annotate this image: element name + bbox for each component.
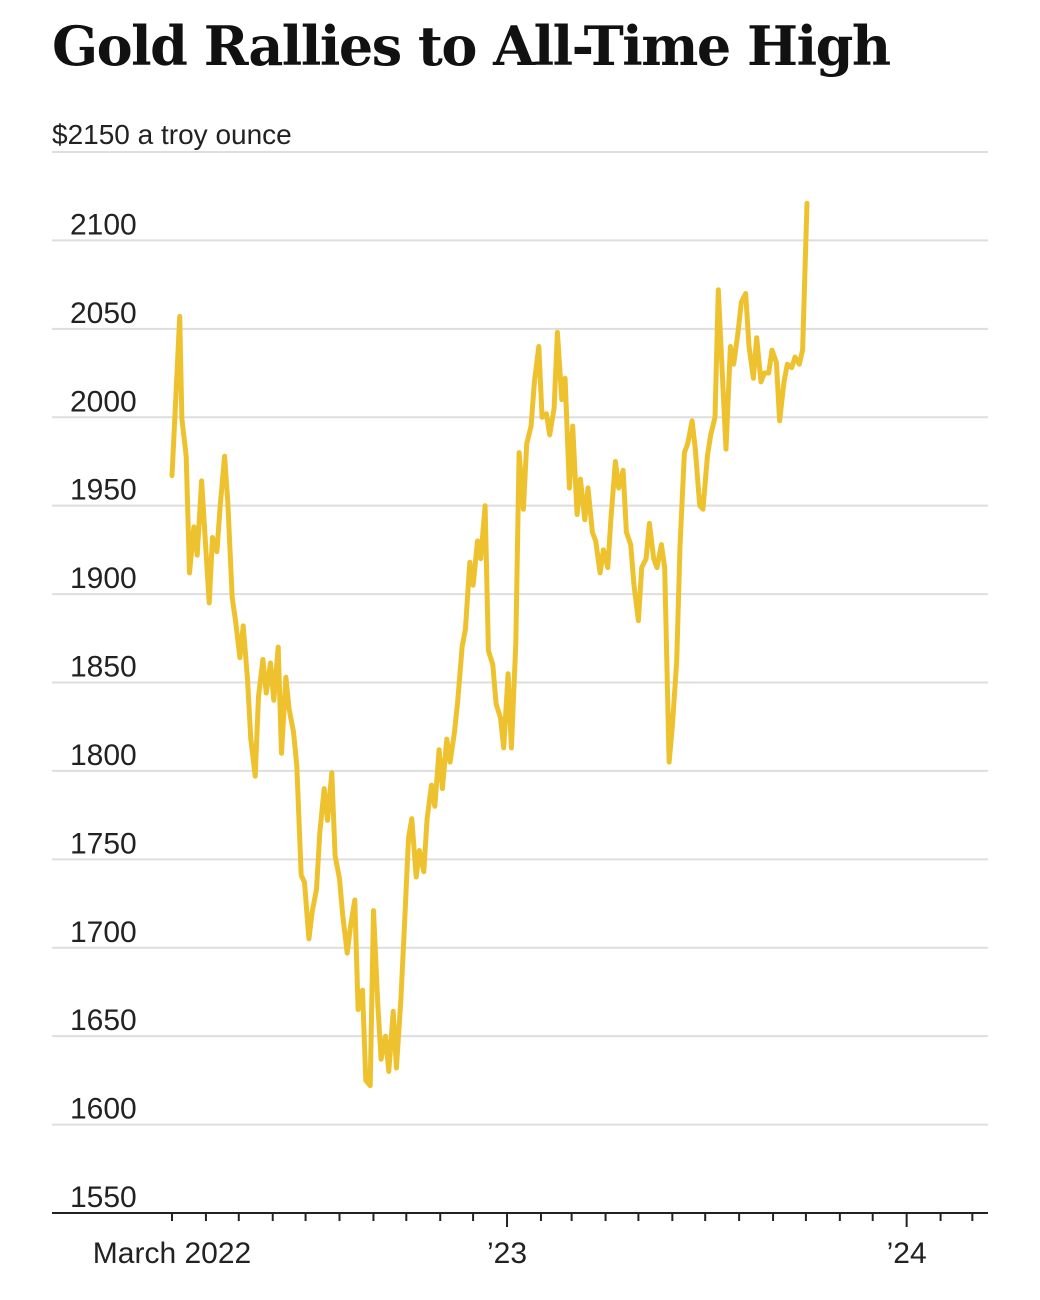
series-layer xyxy=(169,200,810,1089)
y-tick-label: 1550 xyxy=(70,1181,137,1214)
unit-label: $2150 a troy ounce xyxy=(52,119,292,150)
y-tick-label: 1650 xyxy=(70,1004,137,1037)
y-tick-label: 1900 xyxy=(70,562,137,595)
y-tick-label: 1800 xyxy=(70,739,137,772)
y-tick-label: 2100 xyxy=(70,208,137,241)
x-axis: March 2022 ’23 ’24 xyxy=(93,1213,974,1270)
chart-title: Gold Rallies to All-Time High xyxy=(52,14,891,78)
x-tick-label: ’24 xyxy=(887,1237,927,1270)
y-tick-label: 1700 xyxy=(70,916,137,949)
y-axis-labels: 2100 2050 2000 1950 1900 1850 1800 1750 1700 1650… xyxy=(70,208,137,1214)
y-tick-label: 2000 xyxy=(70,385,137,418)
gold-price-line xyxy=(169,200,810,1089)
x-tick-label: ’23 xyxy=(487,1237,527,1270)
y-tick-label: 1850 xyxy=(70,651,137,684)
y-tick-label: 2050 xyxy=(70,297,137,330)
x-tick-label: March 2022 xyxy=(93,1237,251,1270)
y-tick-label: 1600 xyxy=(70,1093,137,1126)
y-tick-label: 1950 xyxy=(70,474,137,507)
y-tick-label: 1750 xyxy=(70,827,137,860)
gridlines xyxy=(52,151,988,1214)
